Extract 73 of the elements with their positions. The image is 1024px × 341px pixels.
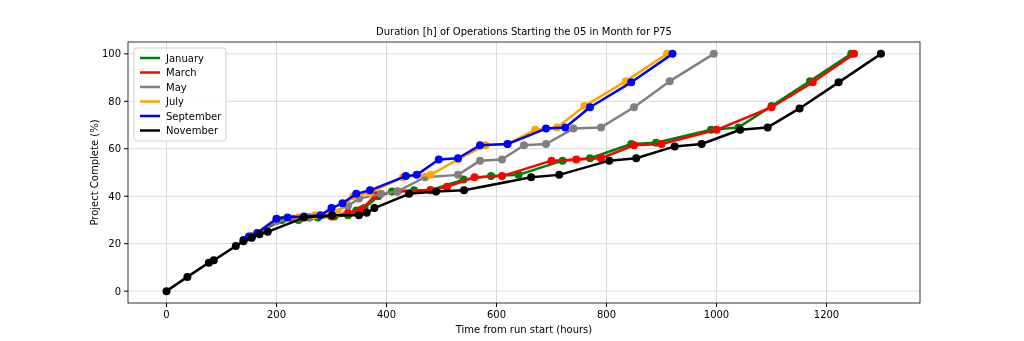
point [876, 49, 885, 58]
x-tick-label: 1200 [813, 309, 840, 320]
point [426, 170, 435, 179]
point [597, 123, 605, 132]
point [370, 204, 379, 213]
point [476, 141, 484, 150]
x-tick-label: 1000 [703, 309, 730, 320]
point [834, 78, 843, 87]
point [355, 211, 363, 220]
point [597, 154, 605, 163]
point [795, 104, 804, 113]
point [527, 173, 536, 182]
y-tick-label: 0 [114, 285, 121, 297]
point [460, 186, 469, 195]
y-tick-label: 80 [108, 95, 121, 107]
point [670, 142, 679, 151]
point [632, 154, 641, 163]
point [405, 189, 414, 198]
point [283, 213, 292, 222]
legend-label: May [166, 81, 187, 93]
point [547, 156, 556, 165]
point [412, 170, 421, 179]
point [338, 199, 347, 208]
x-tick-label: 800 [596, 309, 617, 320]
point [586, 103, 594, 112]
point [668, 49, 677, 58]
point [542, 124, 550, 133]
point [520, 141, 528, 150]
x-tick-label: 400 [376, 309, 397, 320]
x-tick-label: 200 [266, 309, 287, 320]
point [434, 155, 443, 164]
point [209, 256, 218, 265]
point [542, 140, 550, 149]
point [627, 78, 636, 87]
point [572, 155, 581, 164]
point [183, 272, 192, 281]
point [657, 140, 666, 149]
y-tick-label: 40 [108, 190, 121, 202]
legend-label: November [166, 125, 219, 136]
point [712, 125, 721, 134]
point [470, 173, 479, 182]
chart-title: Duration [h] of Operations Starting the 05 in Month for P75 [376, 26, 672, 37]
point [697, 140, 706, 149]
x-tick-label: 0 [163, 309, 170, 320]
point [569, 124, 578, 133]
point [605, 156, 614, 165]
y-tick-label: 100 [101, 48, 121, 60]
point [454, 170, 462, 179]
point [665, 77, 674, 86]
point [443, 182, 451, 191]
legend-label: January [165, 52, 204, 64]
point [498, 172, 506, 181]
y-tick-label: 60 [108, 143, 121, 155]
point [432, 187, 440, 196]
point [162, 287, 171, 296]
point [555, 170, 564, 179]
point [231, 242, 240, 251]
point [763, 123, 772, 132]
point [362, 208, 371, 217]
legend-label: March [166, 67, 197, 78]
legend-label: September [166, 110, 223, 122]
point [709, 49, 718, 58]
y-tick-label: 20 [108, 238, 121, 250]
point [327, 204, 336, 213]
point [498, 155, 506, 164]
x-axis-title: Time from run start (hours) [454, 324, 593, 335]
point [476, 156, 484, 165]
legend-label: July [165, 96, 185, 107]
point [630, 103, 638, 112]
x-tick-label: 600 [486, 309, 507, 320]
point [263, 227, 272, 236]
y-axis-title: Project Complete (%) [89, 119, 100, 226]
point [561, 123, 570, 132]
